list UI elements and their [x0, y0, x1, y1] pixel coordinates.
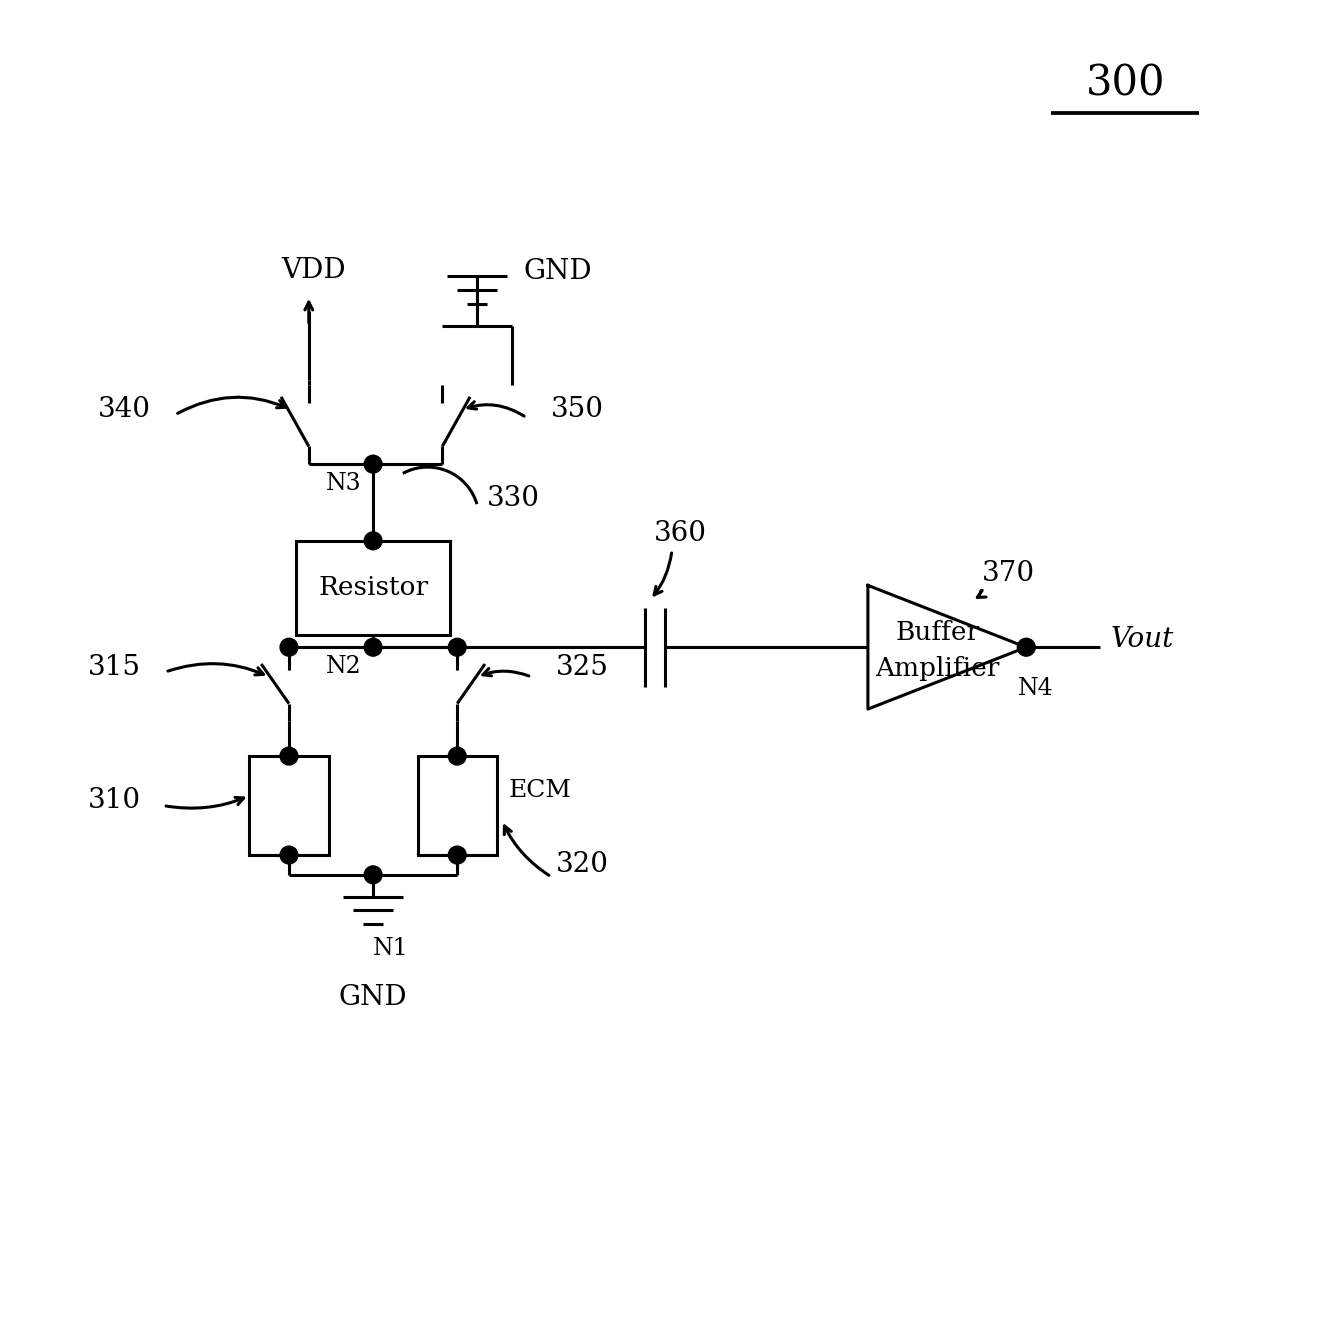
Text: 310: 310 — [87, 787, 140, 814]
Text: N2: N2 — [325, 655, 361, 678]
Text: Buffer: Buffer — [894, 620, 979, 644]
Text: 350: 350 — [551, 396, 604, 424]
Bar — [250, 757, 329, 856]
Text: 360: 360 — [654, 520, 706, 547]
Circle shape — [279, 846, 298, 864]
Circle shape — [279, 747, 298, 765]
Circle shape — [364, 532, 382, 550]
Text: 315: 315 — [87, 654, 140, 681]
Text: 320: 320 — [556, 852, 610, 878]
Circle shape — [448, 638, 467, 656]
Text: ECM: ECM — [508, 779, 572, 802]
Text: GND: GND — [338, 984, 408, 1011]
Text: 325: 325 — [556, 654, 610, 681]
Circle shape — [364, 866, 382, 884]
Circle shape — [279, 638, 298, 656]
Circle shape — [364, 455, 382, 473]
Text: 330: 330 — [487, 485, 540, 512]
Text: N4: N4 — [1019, 677, 1054, 699]
Circle shape — [448, 747, 467, 765]
Bar — [417, 757, 497, 856]
Text: GND: GND — [524, 258, 592, 285]
Text: Vout: Vout — [1110, 626, 1174, 652]
Text: N1: N1 — [373, 936, 409, 960]
Text: Amplifier: Amplifier — [874, 656, 999, 682]
Text: 300: 300 — [1086, 62, 1165, 104]
Text: 370: 370 — [981, 559, 1035, 587]
Bar — [297, 541, 449, 635]
Circle shape — [448, 846, 467, 864]
Text: VDD: VDD — [281, 257, 346, 283]
Text: N3: N3 — [326, 472, 361, 495]
Circle shape — [1017, 638, 1035, 656]
Text: 340: 340 — [98, 396, 151, 424]
Circle shape — [364, 638, 382, 656]
Text: Resistor: Resistor — [318, 575, 428, 600]
